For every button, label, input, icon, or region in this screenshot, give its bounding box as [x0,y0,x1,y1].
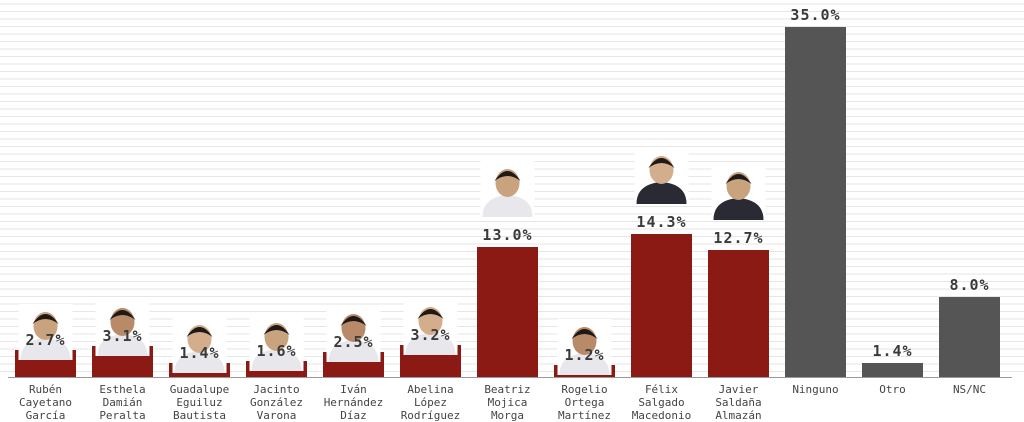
bar [631,234,692,377]
category-label: Ortega [565,396,605,409]
photo-hair [109,310,136,320]
person-portrait-icon [634,148,689,204]
category-label: Cayetano [19,396,72,409]
photo-hair [32,314,59,324]
bar-value-label: 2.7% [25,331,65,349]
photo-hair [494,171,521,181]
category-label: Iván [340,383,367,396]
bar [708,250,769,377]
bar-value-label: 3.2% [410,326,450,344]
bar-value-label: 1.2% [564,346,604,364]
category-label: García [26,409,66,422]
bar-value-label: 1.4% [179,344,219,362]
bar [862,363,923,377]
bar [939,297,1000,377]
photo-shoulders [174,351,225,373]
category-label: Salgado [638,396,684,409]
person-portrait-icon [711,164,766,220]
photo-hair [263,325,290,335]
person-portrait-icon [95,300,150,356]
category-label: Peralta [99,409,145,422]
category-label: Guadalupe [170,383,230,396]
photo-hair [340,316,367,326]
bar-value-label: 35.0% [790,6,840,24]
bar-value-label: 14.3% [636,213,686,231]
category-label: López [414,396,447,409]
category-label: Abelina [407,383,453,396]
bar-value-label: 8.0% [949,276,989,294]
photo-shoulders [97,334,148,356]
category-label: Macedonio [632,409,692,422]
photo-shoulders [713,198,764,220]
category-label: Varona [257,409,297,422]
photo-hair [571,329,598,339]
category-label: Félix [645,383,678,396]
category-label: Hernández [324,396,384,409]
category-label: Almazán [715,409,761,422]
category-label: Saldaña [715,396,761,409]
photo-shoulders [20,338,71,360]
category-label: Bautista [173,409,226,422]
category-label: Ninguno [792,383,838,396]
photo-hair [417,309,444,319]
person-portrait-icon [557,319,612,375]
photo-shoulders [405,333,456,355]
bar-value-label: 3.1% [102,327,142,345]
bar [477,247,538,377]
category-label: Eguiluz [176,396,222,409]
person-portrait-icon [172,317,227,373]
category-label: Mojica [488,396,528,409]
photo-shoulders [559,353,610,375]
bar-value-label: 12.7% [713,229,763,247]
bar-group: 8.0% NS/NC [939,276,1000,396]
bar-value-label: 13.0% [482,226,532,244]
person-portrait-icon [403,299,458,355]
bar-group: 1.4% Otro [862,342,923,396]
category-label: Morga [491,409,524,422]
category-label: González [250,396,303,409]
photo-shoulders [482,195,533,217]
category-label: Javier [719,383,759,396]
person-portrait-icon [249,315,304,371]
bar [785,27,846,377]
bar-group: 35.0% Ninguno [785,6,846,396]
bar-value-label: 1.6% [256,342,296,360]
category-label: Rodríguez [401,409,461,422]
category-label: Jacinto [253,383,299,396]
category-label: Esthela [99,383,145,396]
bar-value-label: 1.4% [872,342,912,360]
category-label: Rubén [29,383,62,396]
bar-value-label: 2.5% [333,333,373,351]
person-portrait-icon [18,304,73,360]
photo-shoulders [328,340,379,362]
photo-hair [648,158,675,168]
category-label: Beatriz [484,383,530,396]
category-label: Damián [103,396,143,409]
category-label: NS/NC [953,383,986,396]
photo-hair [186,327,213,337]
photo-shoulders [636,182,687,204]
photo-hair [725,174,752,184]
photo-shoulders [251,349,302,371]
category-label: Martínez [558,409,611,422]
category-label: Díaz [340,409,367,422]
category-label: Rogelio [561,383,607,396]
person-portrait-icon [480,161,535,217]
category-label: Otro [879,383,906,396]
person-portrait-icon [326,306,381,362]
